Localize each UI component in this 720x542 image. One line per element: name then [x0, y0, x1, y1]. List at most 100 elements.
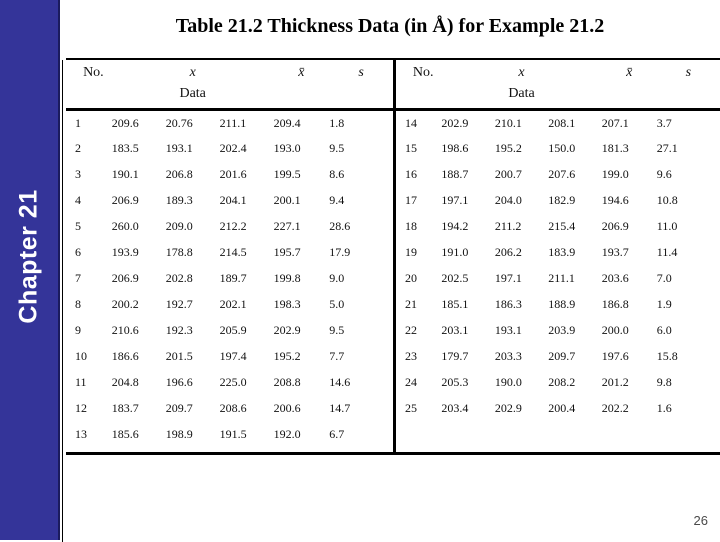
table-row: 4 206.9 189.3 204.1 200.1 9.4	[66, 188, 393, 214]
col-header-x: x	[189, 65, 196, 80]
cell-sample-no: 21	[405, 297, 417, 311]
cell-sample-no: 18	[405, 219, 417, 233]
cell-x3: 200.4	[548, 401, 576, 415]
cell-s: 9.0	[329, 271, 345, 285]
table-row: 15 198.6 195.2 150.0 181.3 27.1	[396, 136, 720, 162]
cell-x2: 200.7	[494, 167, 522, 181]
col-header-x: x	[518, 65, 525, 80]
table-row: 13 185.6 198.9 191.5 192.0 6.7	[66, 422, 393, 448]
cell-x1: 202.5	[441, 271, 469, 285]
col-header-s: s	[358, 65, 364, 80]
cell-xbar: 208.8	[273, 375, 301, 389]
chapter-sidebar: Chapter 21	[0, 0, 60, 540]
cell-sample-no: 12	[75, 401, 87, 415]
cell-sample-no: 23	[405, 349, 417, 363]
cell-xbar: 207.1	[601, 115, 629, 130]
cell-x1: 204.8	[111, 375, 139, 389]
cell-xbar: 193.7	[601, 245, 629, 259]
cell-xbar: 193.0	[273, 141, 301, 155]
table-right: No. x x̄ s Data 14 202.9 210.1 208.1	[396, 60, 720, 422]
cell-s: 1.8	[329, 115, 345, 130]
cell-xbar: 181.3	[601, 141, 629, 155]
cell-sample-no: 3	[75, 167, 81, 181]
cell-s: 5.0	[329, 297, 345, 311]
cell-x3: 202.1	[219, 297, 247, 311]
cell-sample-no: 16	[405, 167, 417, 181]
cell-x1: 198.6	[441, 141, 469, 155]
cell-s: 9.5	[329, 323, 345, 337]
table-row: 18 194.2 211.2 215.4 206.9 11.0	[396, 214, 720, 240]
table-row: 17 197.1 204.0 182.9 194.6 10.8	[396, 188, 720, 214]
cell-x1: 206.9	[111, 271, 139, 285]
cell-xbar: 200.6	[273, 401, 301, 415]
cell-x1: 209.6	[111, 115, 139, 130]
cell-sample-no: 1	[75, 115, 81, 130]
table-row: 11 204.8 196.6 225.0 208.8 14.6	[66, 370, 393, 396]
cell-x2: 193.1	[494, 323, 522, 337]
col-header-s: s	[685, 65, 692, 80]
cell-s: 27.1	[656, 141, 678, 155]
cell-x1: 197.1	[441, 193, 469, 207]
cell-x2: 203.3	[494, 349, 522, 363]
cell-x1: 206.9	[111, 193, 139, 207]
cell-x2: 195.2	[494, 141, 522, 155]
cell-x1: 205.3	[441, 375, 469, 389]
cell-sample-no: 7	[75, 271, 81, 285]
cell-s: 14.6	[329, 375, 351, 389]
cell-xbar: 206.9	[601, 219, 629, 233]
cell-sample-no: 25	[405, 401, 417, 415]
cell-x2: 201.5	[165, 349, 193, 363]
cell-xbar: 227.1	[273, 219, 301, 233]
table-row: 1 209.6 20.76 211.1 209.4 1.8	[66, 110, 393, 136]
cell-xbar: 186.8	[601, 297, 629, 311]
table-row: 12 183.7 209.7 208.6 200.6 14.7	[66, 396, 393, 422]
table-row: 6 193.9 178.8 214.5 195.7 17.9	[66, 240, 393, 266]
cell-x3: 191.5	[219, 427, 247, 441]
cell-x3: 208.6	[219, 401, 247, 415]
cell-s: 9.5	[329, 141, 345, 155]
cell-x2: 196.6	[165, 375, 193, 389]
cell-x1: 260.0	[111, 219, 139, 233]
cell-x1: 202.9	[441, 115, 469, 130]
cell-sample-no: 11	[75, 375, 87, 389]
table-left-header: No. x x̄ s Data	[66, 60, 393, 110]
cell-xbar: 199.8	[273, 271, 301, 285]
col-header-xbar: x̄	[626, 65, 633, 80]
table-row: 19 191.0 206.2 183.9 193.7 11.4	[396, 240, 720, 266]
cell-s: 6.0	[656, 323, 672, 337]
cell-sample-no: 2	[75, 141, 81, 155]
cell-xbar: 201.2	[601, 375, 629, 389]
cell-x1: 200.2	[111, 297, 139, 311]
cell-x2: 204.0	[494, 193, 522, 207]
table-row: 9 210.6 192.3 205.9 202.9 9.5	[66, 318, 393, 344]
table-row: 23 179.7 203.3 209.7 197.6 15.8	[396, 344, 720, 370]
table-row: 3 190.1 206.8 201.6 199.5 8.6	[66, 162, 393, 188]
table-row: 24 205.3 190.0 208.2 201.2 9.8	[396, 370, 720, 396]
table-right-header: No. x x̄ s Data	[396, 60, 720, 110]
cell-xbar: 194.6	[601, 193, 629, 207]
cell-s: 8.6	[329, 167, 345, 181]
cell-x3: 208.2	[548, 375, 576, 389]
cell-x2: 192.3	[165, 323, 193, 337]
cell-sample-no: 4	[75, 193, 81, 207]
cell-s: 14.7	[329, 401, 351, 415]
cell-sample-no: 14	[405, 115, 417, 130]
page-number: 26	[693, 513, 708, 528]
cell-s: 17.9	[329, 245, 351, 259]
cell-x3: 189.7	[219, 271, 247, 285]
table-row: 2 183.5 193.1 202.4 193.0 9.5	[66, 136, 393, 162]
cell-x2: 178.8	[165, 245, 193, 259]
col-header-no: No.	[83, 65, 104, 80]
table-row: 16 188.7 200.7 207.6 199.0 9.6	[396, 162, 720, 188]
cell-x3: 205.9	[219, 323, 247, 337]
table-row: 8 200.2 192.7 202.1 198.3 5.0	[66, 292, 393, 318]
cell-xbar: 202.9	[273, 323, 301, 337]
cell-x2: 206.2	[494, 245, 522, 259]
cell-s: 7.0	[656, 271, 672, 285]
cell-x2: 192.7	[165, 297, 193, 311]
cell-x2: 209.7	[165, 401, 193, 415]
cell-x2: 186.3	[494, 297, 522, 311]
cell-x2: 210.1	[494, 115, 522, 130]
cell-xbar: 202.2	[601, 401, 629, 415]
cell-sample-no: 6	[75, 245, 81, 259]
